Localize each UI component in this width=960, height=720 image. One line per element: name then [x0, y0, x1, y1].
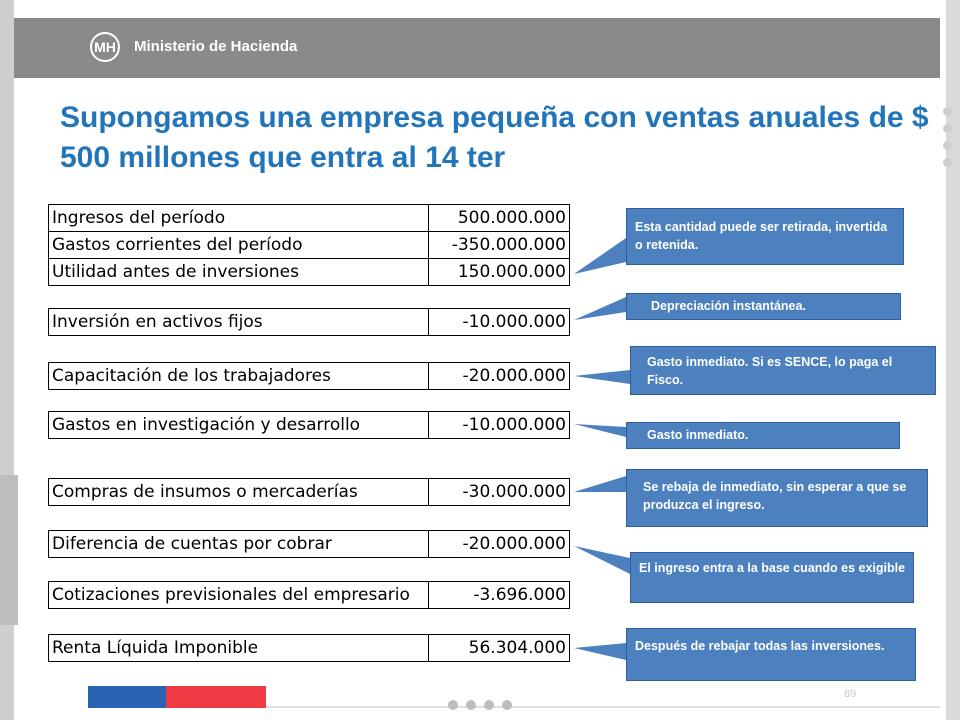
- footer-dot-1: [448, 700, 458, 710]
- row-label: Renta Líquida Imponible: [48, 634, 429, 662]
- decor-dot-1: [943, 107, 952, 116]
- row-label: Inversión en activos fijos: [48, 308, 429, 336]
- row-label: Gastos corrientes del período: [48, 231, 429, 259]
- fixed-assets-table: Inversión en activos fijos -10.000.000: [48, 308, 571, 336]
- callout-retained: Esta cantidad puede ser retirada, invert…: [626, 208, 904, 265]
- footer-dot-4: [502, 700, 512, 710]
- slide-title: Supongamos una empresa pequeña con venta…: [60, 101, 929, 174]
- research-table: Gastos en investigación y desarrollo -10…: [48, 411, 571, 439]
- row-value: -20.000.000: [427, 530, 571, 558]
- pointer-2: [574, 297, 626, 320]
- ministry-name: Ministerio de Hacienda: [134, 38, 298, 55]
- decor-dot-4: [943, 158, 952, 167]
- frame-right: [946, 0, 960, 720]
- row-label: Diferencia de cuentas por cobrar: [48, 530, 429, 558]
- training-table: Capacitación de los trabajadores -20.000…: [48, 362, 571, 390]
- page-number: 89: [844, 688, 857, 700]
- decor-dot-3: [943, 141, 952, 150]
- callout-immediate-expense: Gasto inmediato.: [626, 422, 900, 449]
- table-row: Cotizaciones previsionales del empresari…: [48, 581, 571, 609]
- supplies-table: Compras de insumos o mercaderías -30.000…: [48, 478, 571, 506]
- row-label: Gastos en investigación y desarrollo: [48, 411, 429, 439]
- row-value: -30.000.000: [427, 478, 571, 506]
- footer-blue-band: [88, 686, 166, 708]
- footer-red-band: [166, 686, 266, 708]
- row-label: Compras de insumos o mercaderías: [48, 478, 429, 506]
- footer-line: [266, 706, 940, 708]
- callout-taxable-income: Después de rebajar todas las inversiones…: [626, 628, 916, 681]
- callout-supplies: Se rebaja de inmediato, sin esperar a qu…: [626, 469, 928, 527]
- table-row: Renta Líquida Imponible 56.304.000: [48, 634, 571, 662]
- row-value: -20.000.000: [427, 362, 571, 390]
- taxable-income-table: Renta Líquida Imponible 56.304.000: [48, 634, 571, 662]
- table-row: Inversión en activos fijos -10.000.000: [48, 308, 571, 336]
- footer-dot-2: [466, 700, 476, 710]
- callout-receivables: El ingreso entra a la base cuando es exi…: [630, 552, 914, 603]
- receivables-table: Diferencia de cuentas por cobrar -20.000…: [48, 530, 571, 558]
- row-label: Cotizaciones previsionales del empresari…: [48, 581, 429, 609]
- row-value: -3.696.000: [427, 581, 571, 609]
- table-row: Compras de insumos o mercaderías -30.000…: [48, 478, 571, 506]
- callout-depreciation: Depreciación instantánea.: [626, 293, 901, 320]
- row-label: Ingresos del período: [48, 204, 429, 232]
- row-value: -10.000.000: [427, 308, 571, 336]
- contributions-table: Cotizaciones previsionales del empresari…: [48, 581, 571, 609]
- pointer-7: [574, 643, 626, 660]
- callout-sence: Gasto inmediato. Si es SENCE, lo paga el…: [630, 346, 936, 395]
- table-row: Gastos en investigación y desarrollo -10…: [48, 411, 571, 439]
- row-value: 56.304.000: [427, 634, 571, 662]
- pointer-3: [574, 370, 630, 384]
- footer-dot-3: [484, 700, 494, 710]
- table-row: Utilidad antes de inversiones 150.000.00…: [48, 258, 571, 286]
- row-value: -10.000.000: [427, 411, 571, 439]
- pointer-1: [574, 238, 626, 274]
- decor-dot-2: [943, 124, 952, 133]
- row-label: Utilidad antes de inversiones: [48, 258, 429, 286]
- pointer-4: [574, 424, 626, 437]
- pointer-5: [574, 476, 626, 492]
- header-bar: MH Ministerio de Hacienda: [14, 18, 940, 78]
- row-value: 150.000.000: [427, 258, 571, 286]
- row-label: Capacitación de los trabajadores: [48, 362, 429, 390]
- logo-mark: MH: [94, 39, 116, 55]
- ministry-logo-icon: MH: [90, 32, 120, 62]
- row-value: 500.000.000: [427, 204, 571, 232]
- table-row: Ingresos del período 500.000.000: [48, 204, 571, 232]
- table-row: Diferencia de cuentas por cobrar -20.000…: [48, 530, 571, 558]
- frame-left-notch: [0, 475, 18, 625]
- table-row: Capacitación de los trabajadores -20.000…: [48, 362, 571, 390]
- summary-table: Ingresos del período 500.000.000 Gastos …: [48, 204, 571, 286]
- pointer-6: [574, 546, 630, 574]
